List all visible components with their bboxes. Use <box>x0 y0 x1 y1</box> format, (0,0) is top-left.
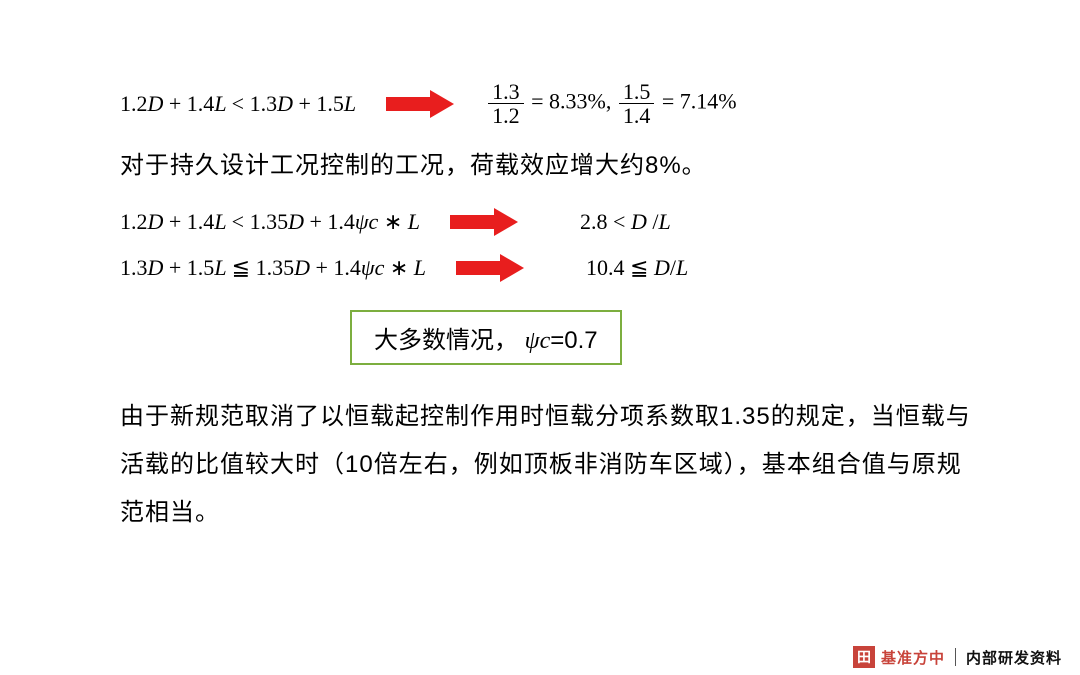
equation-row-2: 1.2D + 1.4L < 1.35D + 1.4ψc ∗ L 2.8 < D … <box>120 208 980 236</box>
footer: 田 基准方中 内部研发资料 <box>853 639 1080 675</box>
highlight-box: 大多数情况， ψc=0.7 <box>350 310 622 365</box>
eq1-right: 1.31.2 = 8.33%, 1.51.4 = 7.14% <box>486 80 736 127</box>
footer-tag: 内部研发资料 <box>966 647 1062 668</box>
eq2-right: 2.8 < D /L <box>580 209 671 235</box>
brand-name: 基准方中 <box>881 647 945 668</box>
box-var: ψc <box>525 328 551 354</box>
explanation-1: 对于持久设计工况控制的工况，荷载效应增大约8%。 <box>120 145 980 180</box>
eq3-left: 1.3D + 1.5L ≦ 1.35D + 1.4ψc ∗ L <box>120 255 426 281</box>
eq1-left: 1.2D + 1.4L < 1.3D + 1.5L <box>120 91 356 117</box>
eq2-left: 1.2D + 1.4L < 1.35D + 1.4ψc ∗ L <box>120 209 420 235</box>
footer-divider <box>955 648 956 666</box>
arrow-icon <box>386 90 456 118</box>
arrow-icon <box>456 254 526 282</box>
box-suffix: =0.7 <box>550 327 597 354</box>
brand-logo-icon: 田 <box>853 646 875 668</box>
arrow-icon <box>450 208 520 236</box>
eq3-right: 10.4 ≦ D/L <box>586 255 688 281</box>
box-prefix: 大多数情况， <box>374 327 525 354</box>
equation-row-3: 1.3D + 1.5L ≦ 1.35D + 1.4ψc ∗ L 10.4 ≦ D… <box>120 254 980 282</box>
conclusion-paragraph: 由于新规范取消了以恒载起控制作用时恒载分项系数取1.35的规定，当恒载与活载的比… <box>120 393 980 537</box>
equation-row-1: 1.2D + 1.4L < 1.3D + 1.5L 1.31.2 = 8.33%… <box>120 80 980 127</box>
